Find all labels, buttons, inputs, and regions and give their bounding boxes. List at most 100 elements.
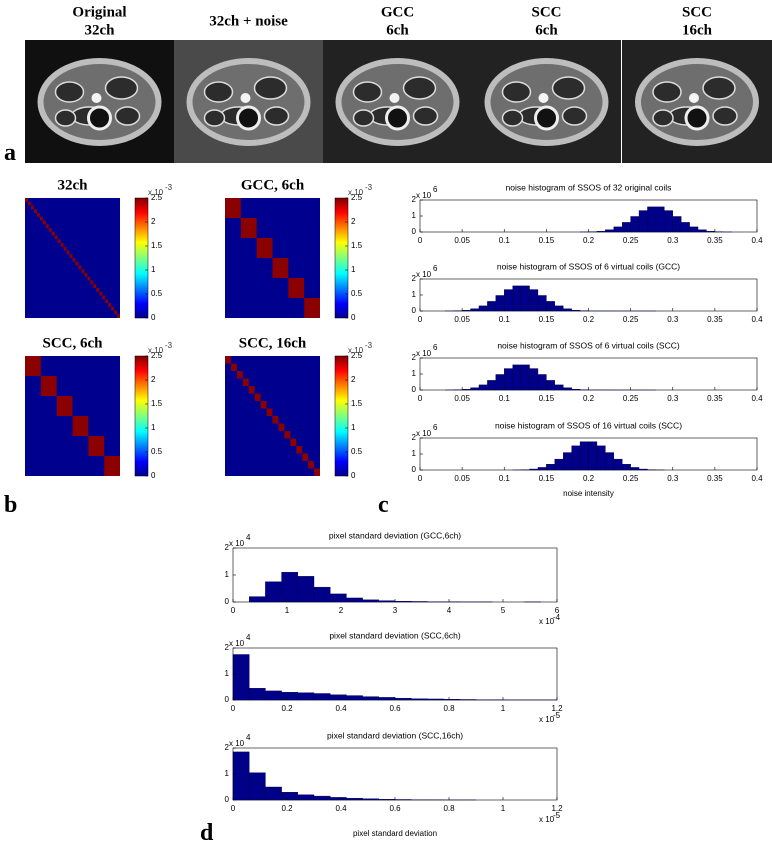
x-tick-label: 0.35: [707, 236, 723, 245]
heatmap-block: [66, 250, 70, 255]
heatmap-block: [88, 436, 105, 456]
histogram-bar: [330, 694, 347, 701]
x-tick-label: 0.2: [583, 315, 595, 324]
histogram-title: noise histogram of SSOS of 32 original c…: [506, 182, 672, 192]
y-tick-label: 1: [225, 570, 230, 579]
histogram-bar: [478, 305, 488, 312]
y-exponent: 4: [246, 533, 251, 542]
y-tick-label: 1: [225, 669, 230, 678]
histogram-bar: [378, 697, 396, 701]
x-tick-label: 0.3: [667, 315, 679, 324]
colorbar-exponent: -3: [365, 183, 373, 192]
x-tick-label: 0.2: [281, 704, 293, 713]
x-tick-label: 4: [447, 606, 452, 615]
histogram-bar: [588, 441, 598, 471]
y-tick-label: 0: [412, 385, 417, 394]
colorbar-tick-label: 1: [151, 265, 156, 274]
heatmap-block: [314, 468, 320, 476]
heatmap-block: [278, 423, 285, 431]
x-tick-label: 0.1: [499, 236, 511, 245]
heatmap-block: [108, 303, 112, 307]
vertebra: [236, 105, 261, 131]
y-exponent: 6: [433, 343, 438, 352]
organ: [561, 106, 588, 126]
heatmap-block: [57, 239, 61, 243]
histogram-bar: [546, 380, 556, 391]
y-multiplier: x 10: [229, 539, 245, 548]
y-tick-label: 2: [412, 195, 417, 204]
histogram-bar: [554, 384, 564, 391]
colorbar-multiplier: x 10: [348, 346, 364, 355]
histogram-title: noise histogram of SSOS of 6 virtual coi…: [497, 261, 680, 271]
x-tick-label: 0: [231, 704, 236, 713]
x-tick-label: 0.3: [667, 236, 679, 245]
x-tick-label: 1: [501, 804, 506, 813]
heatmap-block: [117, 314, 120, 318]
histogram-bar: [378, 600, 396, 603]
histogram-bar: [459, 699, 477, 701]
histogram-bar: [512, 285, 522, 312]
histogram-bar: [362, 599, 380, 603]
x-tick-label: 0.2: [583, 394, 595, 403]
heatmap-block: [111, 306, 115, 311]
colorbar: [334, 355, 349, 477]
histogram-bar: [563, 308, 572, 312]
histogram-bar: [563, 452, 572, 471]
y-multiplier: x 10: [416, 270, 432, 279]
histogram-bar: [346, 597, 363, 603]
histogram-bar: [265, 690, 282, 701]
axes-box: [419, 278, 758, 312]
axes-box: [419, 199, 758, 233]
x-tick-label: 0.3: [667, 474, 679, 483]
x-tick-label: 0.6: [389, 704, 401, 713]
panel-label: a: [4, 140, 16, 166]
histogram-bar: [470, 387, 480, 391]
x-tick-label: 0.35: [707, 394, 723, 403]
x-tick-label: 0.4: [751, 236, 763, 245]
x-tick-label: 0.8: [443, 804, 455, 813]
histogram-bar: [537, 295, 547, 312]
aorta: [91, 93, 102, 103]
y-tick-label: 0: [412, 227, 417, 236]
histogram-bar: [554, 305, 564, 312]
histogram-bar: [362, 696, 380, 701]
x-tick-label: 1: [501, 704, 506, 713]
histogram-bar: [232, 654, 250, 701]
image-title: 32ch + noise: [209, 13, 288, 29]
histogram-bar: [613, 458, 623, 471]
histogram-bar: [622, 464, 631, 471]
organ: [652, 109, 674, 127]
y-tick-label: 2: [225, 643, 230, 652]
y-tick-label: 1: [412, 211, 417, 220]
x-tick-label: 0.05: [454, 474, 470, 483]
histogram-bar: [537, 467, 547, 471]
heatmap-block: [296, 446, 303, 454]
x-tick-label: 0.2: [281, 804, 293, 813]
heatmap-title: GCC, 6ch: [241, 177, 305, 193]
heatmap-block: [225, 198, 241, 218]
histogram-bar: [680, 222, 690, 233]
organ: [253, 76, 288, 100]
heatmap-block: [308, 461, 315, 469]
heatmap-title: SCC, 16ch: [239, 335, 307, 351]
heatmap-block: [256, 238, 273, 258]
histogram-bar: [520, 285, 530, 312]
histogram-title: noise histogram of SSOS of 6 virtual coi…: [497, 340, 680, 350]
y-exponent: 4: [246, 733, 251, 742]
heatmap-title: SCC, 6ch: [42, 335, 103, 351]
x-tick-label: 5: [501, 606, 506, 615]
histogram-bar: [313, 795, 331, 801]
heatmap-block: [272, 416, 279, 424]
heatmap-block: [99, 291, 103, 296]
histogram-bar: [596, 230, 606, 233]
heatmap-block: [236, 371, 243, 379]
organ: [203, 109, 226, 127]
aorta: [389, 93, 400, 103]
heatmap-block: [69, 254, 73, 258]
x-tick-label: 0.1: [499, 394, 511, 403]
organ: [652, 81, 682, 103]
heatmap-block: [45, 224, 49, 228]
histogram-bar: [605, 452, 614, 471]
histogram-bar: [346, 695, 363, 701]
colorbar-tick-label: 1.5: [351, 399, 363, 408]
